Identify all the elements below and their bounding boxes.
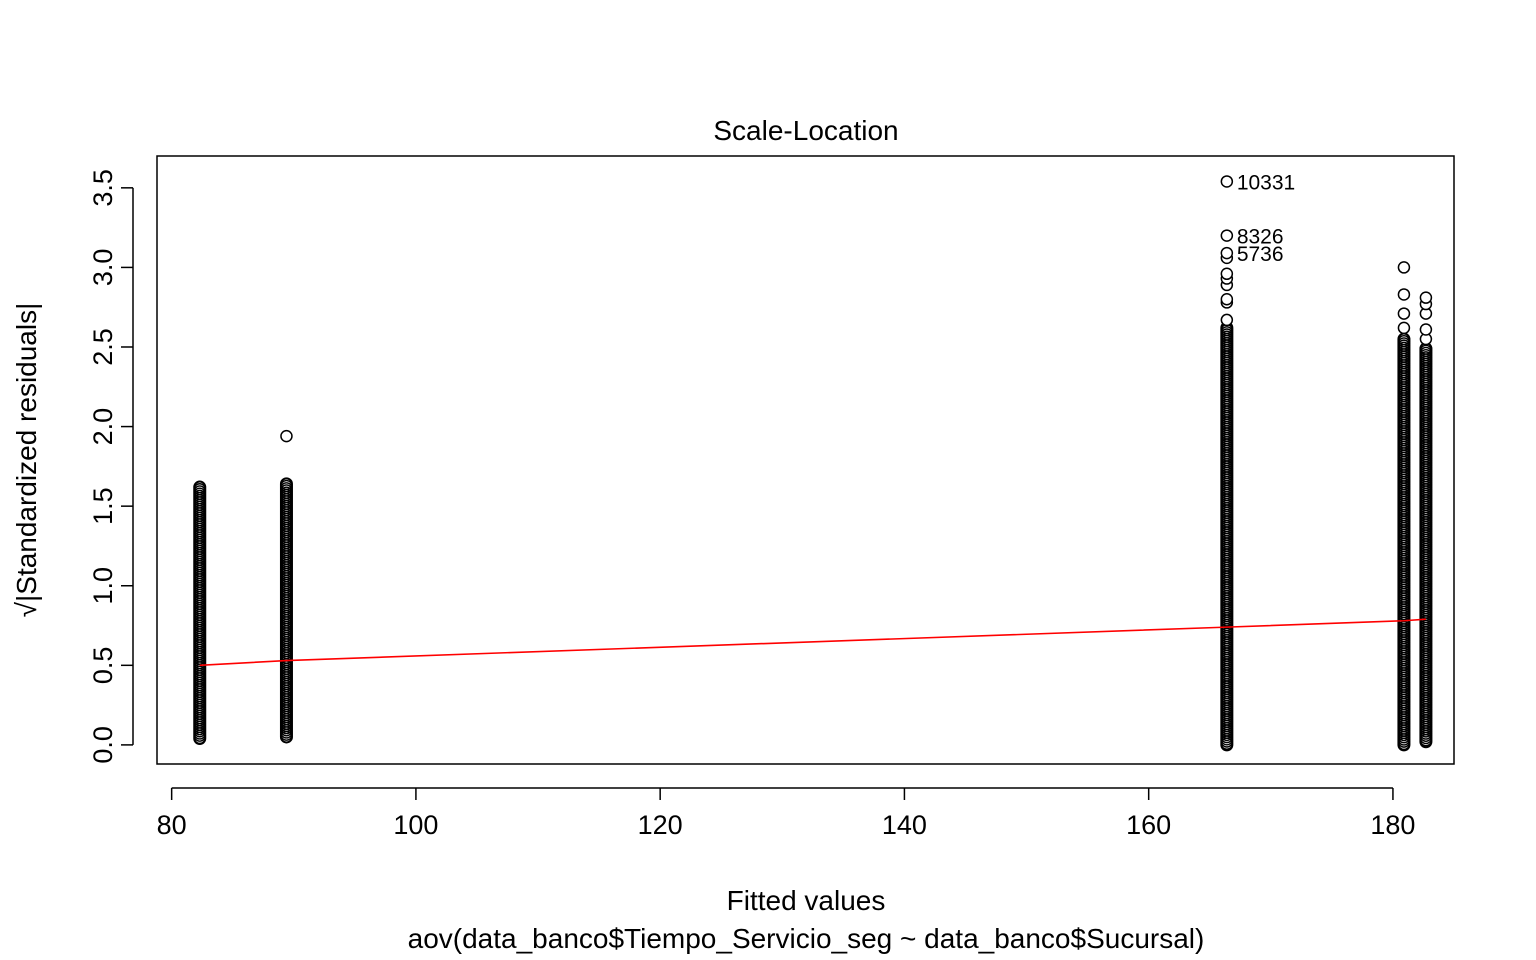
outlier-point: [1397, 288, 1411, 301]
outlier-point: [1220, 292, 1234, 306]
y-tick-label: 0.0: [88, 726, 118, 764]
y-tick-label: 3.0: [88, 249, 118, 287]
residual-point: [280, 730, 293, 744]
y-tick-label: 0.5: [88, 647, 118, 685]
x-tick-label: 100: [393, 810, 438, 840]
outlier-point: [1419, 323, 1433, 336]
x-tick-label: 180: [1370, 810, 1415, 840]
outlier-point: [1220, 175, 1234, 188]
fitted-group: [1220, 175, 1234, 752]
smoother-line: [199, 618, 1426, 667]
x-tick-label: 140: [882, 810, 927, 840]
residual-point: [1419, 733, 1433, 747]
chart-title: Scale-Location: [713, 115, 898, 146]
residual-point: [1397, 737, 1411, 751]
outlier-point: [280, 429, 293, 443]
residual-points: [193, 175, 1433, 752]
y-tick-label: 1.0: [88, 567, 118, 605]
fitted-group: [279, 429, 293, 744]
outlier-point: [1419, 291, 1433, 304]
outlier-point: [1220, 267, 1234, 281]
y-axis: 0.0 0.5 1.0 1.5 2.0 2.5 3.0 3.5: [88, 169, 134, 764]
outlier-point: [1220, 313, 1234, 327]
smoother-line-layer: [199, 618, 1426, 667]
y-tick-label: 1.5: [88, 487, 118, 525]
fitted-group: [1419, 291, 1433, 749]
fitted-group: [1397, 261, 1411, 752]
y-tick-label: 2.0: [88, 408, 118, 446]
x-axis-label: Fitted values: [727, 885, 886, 916]
point-label: 5736: [1237, 243, 1284, 266]
y-tick-label: 3.5: [88, 169, 118, 207]
outlier-point: [1220, 229, 1234, 242]
residual-point: [1220, 737, 1234, 750]
outlier-point: [1220, 246, 1234, 260]
outlier-point: [1397, 261, 1411, 274]
x-axis: 80 100 120 140 160 180: [157, 787, 1415, 840]
plot-frame: [156, 155, 1455, 765]
y-axis-label: √|Standardized residuals|: [11, 303, 42, 618]
y-tick-label: 2.5: [88, 328, 118, 366]
outlier-point: [1397, 321, 1411, 335]
x-tick-label: 120: [638, 810, 683, 840]
point-label: 8326: [1237, 226, 1284, 249]
x-tick-label: 80: [157, 810, 187, 840]
fitted-group: [193, 480, 207, 746]
outlier-point: [1397, 307, 1411, 320]
model-formula-subtitle: aov(data_banco$Tiempo_Servicio_seg ~ dat…: [408, 923, 1205, 954]
residual-point: [193, 731, 206, 745]
point-label: 10331: [1237, 171, 1295, 194]
x-tick-label: 160: [1126, 810, 1171, 840]
